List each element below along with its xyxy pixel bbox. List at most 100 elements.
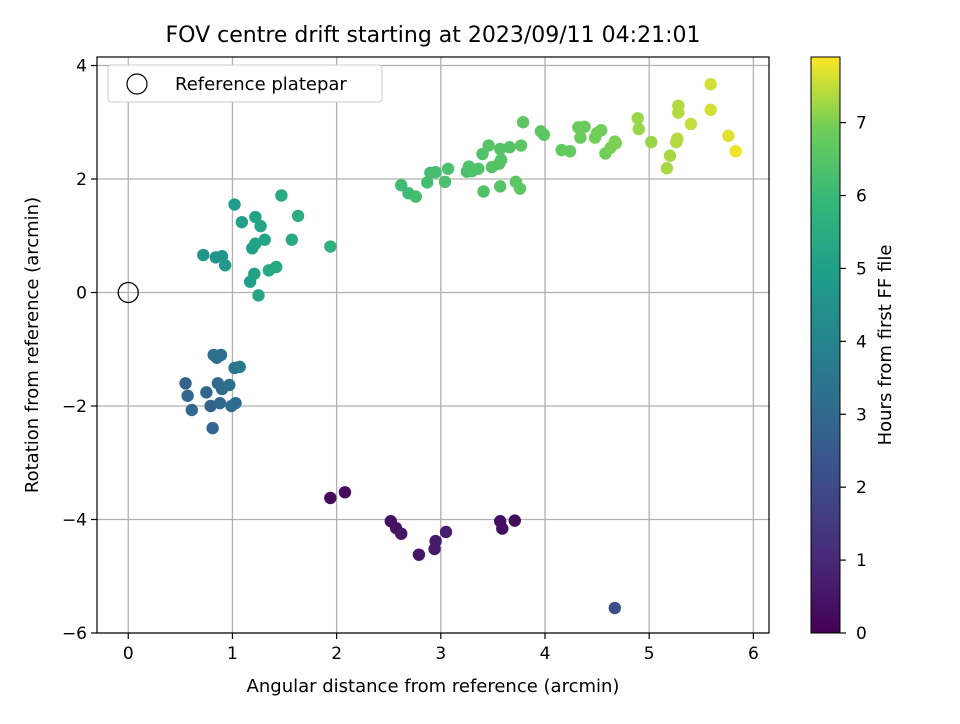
data-point [563,145,577,158]
legend: Reference platepar [107,64,383,103]
reference-platepar-marker [117,281,139,304]
colorbar-tick-label: 2 [856,478,867,498]
data-point [632,122,645,136]
data-point [291,209,305,223]
data-point [421,176,434,189]
y-tick-label: −6 [62,624,87,644]
legend-box [107,64,383,103]
data-point [496,522,509,535]
data-point [395,527,408,540]
data-point [663,149,677,162]
data-point [324,491,337,505]
colorbar: 0 1 2 3 4 5 6 7 Hours from first FF file [810,56,896,644]
colorbar-tick-label: 7 [856,114,867,134]
colorbar-tick-label: 4 [856,332,867,352]
data-point [229,396,242,410]
x-tick-label: 0 [123,644,134,664]
grid-lines [97,57,769,634]
data-point [252,289,265,302]
data-point [438,175,452,189]
colorbar-gradient [810,56,841,634]
colorbar-tick-label: 0 [856,624,867,644]
data-point [285,233,299,246]
data-point [412,548,426,561]
plot-frame [96,56,770,634]
data-point [181,389,194,402]
x-axis-label: Angular distance from reference (arcmin) [247,676,620,697]
y-tick-label: 0 [76,284,87,304]
data-point [185,403,199,417]
data-point [223,378,236,392]
x-axis-ticks: 0 1 2 3 4 5 6 [123,633,759,664]
data-point [574,131,587,144]
data-point [595,124,608,137]
colorbar-tick-label: 6 [856,187,867,207]
legend-entry-reference: Reference platepar [175,74,347,95]
data-point [235,215,249,229]
data-point [482,139,495,152]
x-tick-label: 4 [540,644,551,664]
data-point [729,145,742,158]
data-point [258,233,271,246]
x-tick-label: 6 [748,644,759,664]
data-point [249,237,262,250]
data-point [513,182,527,195]
data-point [254,219,267,233]
data-point [218,259,232,272]
data-point [200,386,213,399]
data-point [270,260,283,274]
y-axis-ticks: −6 −4 −2 0 2 4 [62,57,97,644]
chart-title: FOV centre drift starting at 2023/09/11 … [166,23,701,48]
legend-circle-marker [126,73,148,95]
y-tick-label: −2 [62,397,87,417]
y-tick-label: 4 [76,57,87,77]
data-point [645,135,658,149]
data-point [338,486,352,499]
data-point [409,190,423,203]
data-point [214,348,228,362]
data-point [204,399,217,413]
data-point [477,185,490,198]
data-point [704,103,717,116]
data-point [228,198,241,211]
colorbar-tick-label: 1 [856,551,867,571]
colorbar-ticks: 0 1 2 3 4 5 6 7 [840,114,867,644]
data-point [514,139,528,152]
data-point [324,240,337,253]
data-point [472,162,485,175]
data-point [672,106,685,119]
data-point [609,137,623,150]
data-point [516,116,530,129]
data-point [476,147,489,161]
data-point [684,117,698,131]
y-axis-label: Rotation from reference (arcmin) [22,197,43,493]
colorbar-tick-label: 3 [856,405,867,425]
data-point [537,128,551,141]
reference-marker-layer [117,281,139,304]
data-point [275,189,288,202]
data-point [439,525,453,539]
x-tick-label: 1 [227,644,238,664]
data-point [233,360,246,374]
data-point [395,179,408,192]
x-tick-label: 2 [331,644,342,664]
data-point [660,162,674,175]
data-point [213,396,227,410]
data-point [495,153,508,166]
data-point [248,267,261,280]
colorbar-label: Hours from first FF file [875,245,896,446]
data-point [704,78,717,91]
data-point [441,162,455,175]
data-point [179,377,192,390]
data-point [608,601,622,615]
data-point [206,421,219,435]
data-points [179,78,742,615]
data-point [578,120,591,134]
y-tick-label: −4 [62,511,87,531]
data-point [503,141,516,154]
x-tick-label: 3 [435,644,446,664]
data-point [494,180,507,193]
x-tick-label: 5 [644,644,655,664]
data-point [429,166,442,179]
